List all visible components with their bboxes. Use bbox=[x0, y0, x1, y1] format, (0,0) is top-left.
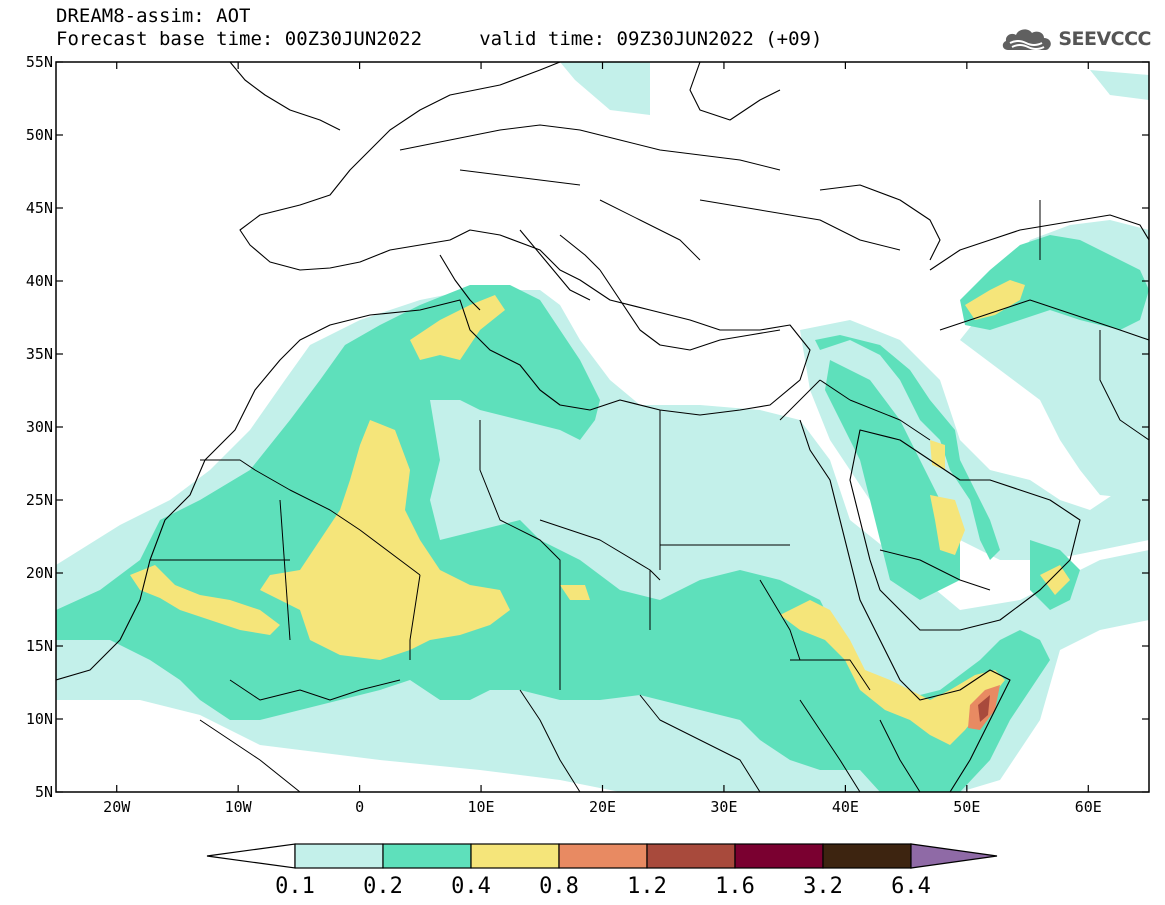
colorbar-box bbox=[382, 843, 472, 869]
lon-tick-label: 50E bbox=[953, 798, 980, 816]
colorbar-label: 0.1 bbox=[275, 874, 315, 899]
lon-tick-label: 0 bbox=[355, 798, 364, 816]
colorbar-box bbox=[558, 843, 648, 869]
lat-tick-label: 10N bbox=[26, 710, 53, 728]
lat-tick-label: 35N bbox=[26, 345, 53, 363]
lat-tick-label: 30N bbox=[26, 418, 53, 436]
title-line-1: DREAM8-assim: AOT bbox=[56, 5, 251, 27]
lat-tick-label: 15N bbox=[26, 637, 53, 655]
colorbar-box bbox=[470, 843, 560, 869]
lat-tick-label: 5N bbox=[35, 783, 53, 801]
title-line-2: Forecast base time: 00Z30JUN2022 valid t… bbox=[56, 28, 823, 50]
lat-tick-label: 40N bbox=[26, 272, 53, 290]
lon-tick-label: 10E bbox=[468, 798, 495, 816]
colorbar-box bbox=[734, 843, 824, 869]
map-plot-area bbox=[56, 62, 1149, 792]
lon-tick-label: 20W bbox=[103, 798, 131, 816]
seevccc-logo: SEEVCCC bbox=[1000, 26, 1151, 52]
colorbar-label: 0.2 bbox=[363, 874, 403, 899]
cloud-icon bbox=[1003, 29, 1052, 50]
colorbar-label: 0.8 bbox=[539, 874, 579, 899]
lon-tick-label: 10W bbox=[225, 798, 253, 816]
aot-band-1.2-1.6 bbox=[978, 695, 990, 722]
colorbar-box bbox=[646, 843, 736, 869]
colorbar-label: 1.2 bbox=[627, 874, 667, 899]
colorbar-under-triangle bbox=[206, 843, 296, 869]
lat-tick-label: 25N bbox=[26, 491, 53, 509]
colorbar-label: 1.6 bbox=[715, 874, 755, 899]
lon-tick-label: 20E bbox=[589, 798, 616, 816]
coastlines bbox=[56, 62, 1149, 792]
country-borders bbox=[150, 124, 1149, 792]
lon-tick-label: 60E bbox=[1075, 798, 1102, 816]
lat-tick-label: 50N bbox=[26, 126, 53, 144]
colorbar-label: 6.4 bbox=[891, 874, 931, 899]
aot-band-0.4-0.8 bbox=[130, 280, 1070, 745]
colorbar-over-triangle bbox=[910, 843, 998, 869]
colorbar-box bbox=[822, 843, 912, 869]
colorbar-label: 3.2 bbox=[803, 874, 843, 899]
colorbar-label: 0.4 bbox=[451, 874, 491, 899]
axis-ticks: 20W 10W 0 10E 20E 30E 40E 50E 60E 55N 50N 45N 40N 35N… bbox=[26, 53, 1149, 816]
colorbar: 0.1 0.2 0.4 0.8 1.2 1.6 3.2 6.4 bbox=[206, 843, 998, 899]
lat-tick-label: 55N bbox=[26, 53, 53, 71]
logo-text: SEEVCCC bbox=[1058, 28, 1151, 50]
lon-tick-label: 30E bbox=[710, 798, 737, 816]
lat-tick-label: 45N bbox=[26, 199, 53, 217]
colorbar-box bbox=[294, 843, 384, 869]
lon-tick-label: 40E bbox=[832, 798, 859, 816]
lat-tick-label: 20N bbox=[26, 564, 53, 582]
